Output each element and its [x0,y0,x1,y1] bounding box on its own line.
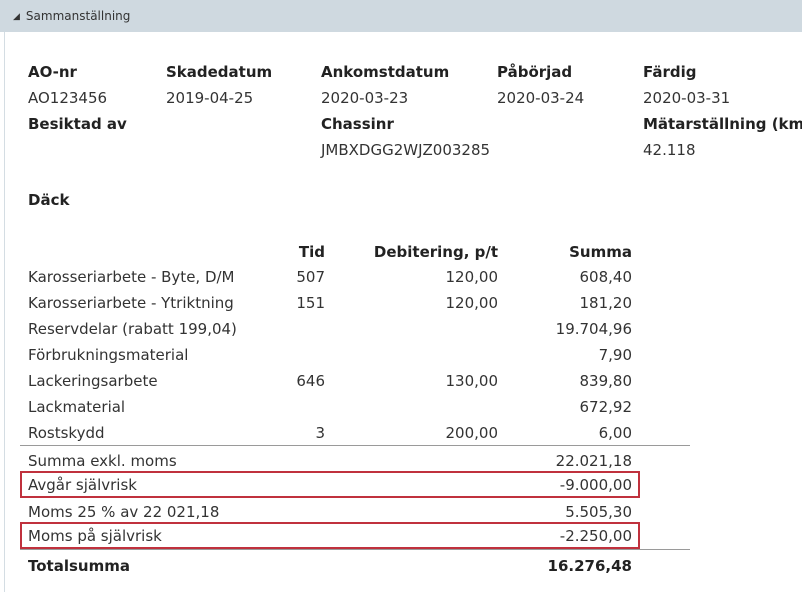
matarstallning-label: Mätarställning (km) [643,115,802,133]
row-label: Förbrukningsmaterial [28,346,189,364]
skadedatum-value: 2019-04-25 [166,89,254,107]
ankomstdatum-value: 2020-03-23 [321,89,409,107]
total-divider [20,549,690,550]
row-debitering: 200,00 [445,424,499,442]
summary-value: -2.250,00 [559,527,632,545]
row-label: Lackeringsarbete [28,372,158,390]
row-summa: 608,40 [579,268,633,286]
matarstallning-value: 42.118 [643,141,696,159]
row-debitering: 120,00 [445,294,499,312]
summary-label: Avgår självrisk [28,476,137,494]
highlight-box [20,522,640,549]
row-label: Lackmaterial [28,398,126,416]
total-value: 16.276,48 [547,557,632,575]
highlight-box [20,471,640,498]
row-summa: 839,80 [579,372,633,390]
row-summa: 19.704,96 [555,320,632,338]
summary-value: 5.505,30 [565,503,632,521]
ankomstdatum-label: Ankomstdatum [321,63,450,81]
row-summa: 672,92 [579,398,633,416]
paborjad-label: Påbörjad [497,63,573,81]
ao-nr-value: AO123456 [28,89,108,107]
row-summa: 181,20 [579,294,633,312]
dack-label: Däck [28,191,70,209]
total-label: Totalsumma [28,557,130,575]
besiktad-av-label: Besiktad av [28,115,127,133]
summary-label: Moms 25 % av 22 021,18 [28,503,220,521]
row-label: Karosseriarbete - Byte, D/M [28,268,235,286]
paborjad-value: 2020-03-24 [497,89,585,107]
fardig-label: Färdig [643,63,697,81]
section-header[interactable]: ◢ Sammanställning [0,0,802,32]
column-header-tid: Tid [298,243,325,261]
row-tid: 3 [315,424,325,442]
summary-value: -9.000,00 [559,476,632,494]
section-title: Sammanställning [25,9,131,23]
row-summa: 6,00 [598,424,632,442]
table-divider [20,445,690,446]
summary-label: Moms på självrisk [28,527,162,545]
summary-panel [4,32,802,592]
collapse-triangle-icon[interactable]: ◢ [13,11,20,22]
row-summa: 7,90 [598,346,632,364]
row-label: Rostskydd [28,424,105,442]
summary-value: 22.021,18 [555,452,632,470]
row-tid: 646 [296,372,325,390]
row-debitering: 130,00 [445,372,499,390]
row-tid: 507 [296,268,325,286]
chassinr-value: JMBXDGG2WJZ003285 [321,141,491,159]
row-debitering: 120,00 [445,268,499,286]
column-header-debitering: Debitering, p/t [373,243,498,261]
column-header-summa: Summa [569,243,632,261]
ao-nr-label: AO-nr [28,63,77,81]
summary-label: Summa exkl. moms [28,452,177,470]
chassinr-label: Chassinr [321,115,394,133]
row-label: Reservdelar (rabatt 199,04) [28,320,237,338]
row-tid: 151 [296,294,325,312]
fardig-value: 2020-03-31 [643,89,731,107]
row-label: Karosseriarbete - Ytriktning [28,294,234,312]
skadedatum-label: Skadedatum [166,63,273,81]
